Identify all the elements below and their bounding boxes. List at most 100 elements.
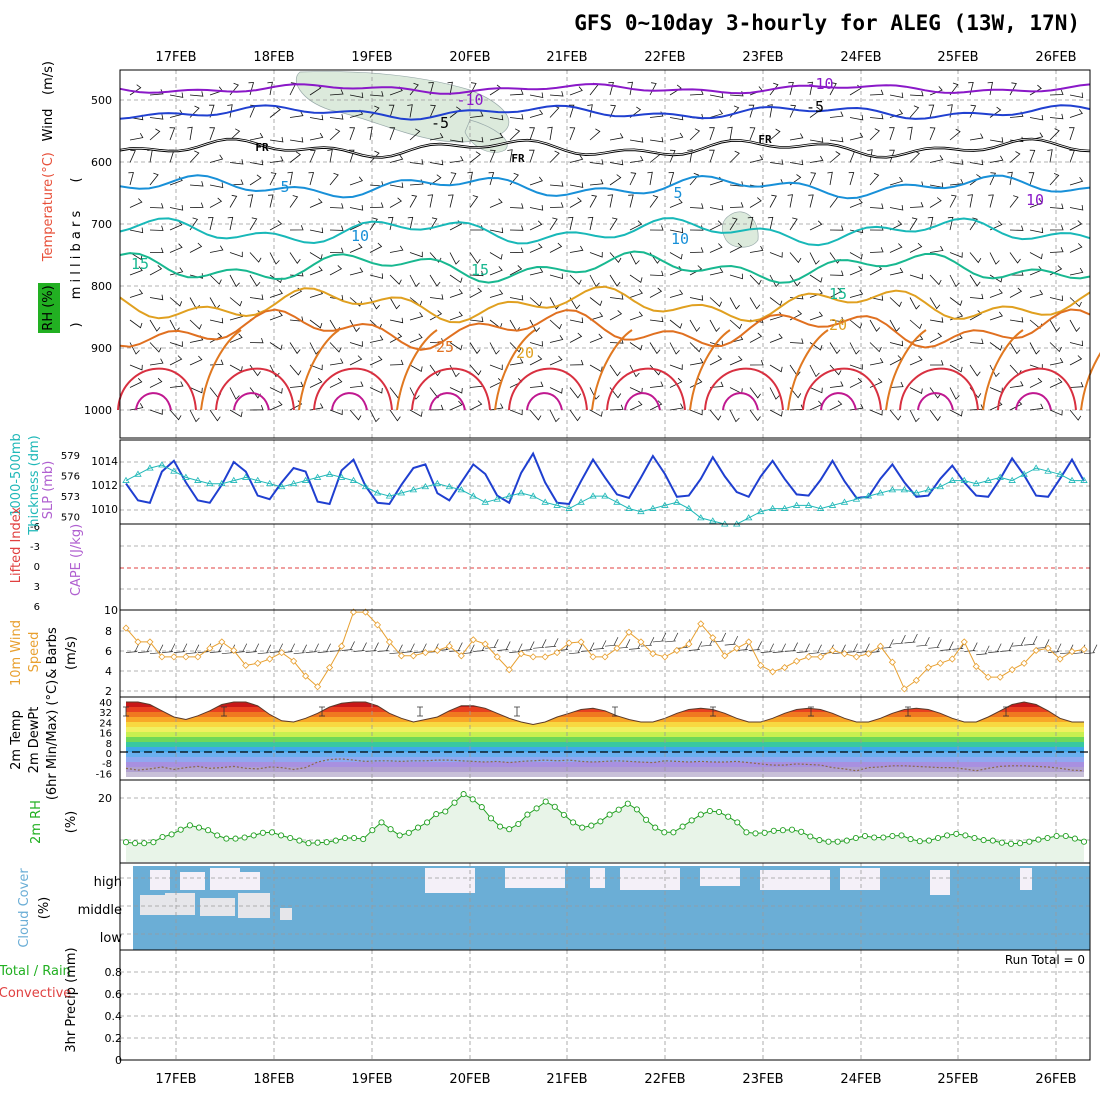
wind-barb <box>589 194 598 208</box>
wind-barb <box>969 338 984 344</box>
panel-frame <box>119 949 1091 1061</box>
thickness-marker <box>649 504 657 511</box>
wind-barb <box>289 111 304 118</box>
wind-barb <box>229 364 243 372</box>
temp-contour <box>119 308 1091 351</box>
thickness-marker <box>864 492 873 499</box>
wind-barb <box>429 217 438 231</box>
wind-barb <box>789 338 804 344</box>
wind-barb <box>1069 409 1082 421</box>
wind-barb <box>129 227 144 234</box>
wind-barb <box>809 155 824 163</box>
wind-barb <box>489 114 504 121</box>
wind-barb <box>947 104 953 118</box>
wind-barb <box>529 341 543 347</box>
wind-barb <box>189 409 200 423</box>
rh-marker <box>697 811 704 818</box>
wind-barb <box>1009 287 1023 298</box>
cloud-high-gap <box>840 868 880 890</box>
wind-barb <box>489 132 504 141</box>
wind-barb-10m <box>772 643 786 653</box>
wind-barb <box>329 225 344 231</box>
cloud-level-tick: middle <box>78 903 122 918</box>
wind-barb-10m <box>664 632 679 643</box>
temp-minmax-whisker <box>710 706 716 717</box>
temp-contour-loop <box>526 392 563 411</box>
wind-barb <box>789 274 801 287</box>
wind-barb <box>649 195 659 208</box>
wind-barb <box>349 355 363 366</box>
temp-contour-loop <box>331 392 368 411</box>
wind-barb <box>669 84 682 96</box>
wind-barb <box>269 156 284 163</box>
wind-barb <box>469 195 479 208</box>
wind-barb <box>909 355 923 366</box>
rh-marker <box>761 829 768 836</box>
date-label-bottom: 21FEB <box>546 1072 587 1087</box>
panel-frame <box>119 523 1091 611</box>
wind-barb <box>129 364 143 371</box>
wind-barb <box>289 195 299 208</box>
wind-barb <box>609 133 624 141</box>
wind-speed-marker <box>709 634 717 642</box>
y-axis-label: 3hr Precip (mm) <box>64 947 79 1052</box>
wind-barb <box>329 172 339 186</box>
temp-band <box>126 732 1084 737</box>
wind-barb <box>169 355 183 366</box>
wind-barb <box>149 247 164 254</box>
thickness-marker <box>457 486 466 493</box>
wind-speed-marker <box>733 644 741 652</box>
wind-barb-10m <box>592 640 607 650</box>
thickness-marker <box>277 483 286 490</box>
wind-barb <box>269 220 283 231</box>
wind-barb-10m <box>688 641 703 651</box>
wind-barb <box>729 273 743 280</box>
wind-barb <box>829 400 843 411</box>
wind-barb <box>509 89 524 96</box>
wind-barb <box>429 294 444 300</box>
wind-barb <box>989 311 1003 321</box>
wind-speed-tick: 4 <box>105 665 112 678</box>
rh-marker <box>314 839 321 846</box>
wind-barb <box>949 252 963 258</box>
wind10m-panel: 8 6 4 2 <box>105 608 1098 698</box>
wind-barb <box>389 182 404 188</box>
wind-barb <box>807 81 814 96</box>
wind-barb <box>269 400 283 411</box>
wind-barb-10m <box>185 644 200 655</box>
rh-marker <box>670 829 677 836</box>
wind-barb <box>309 364 323 371</box>
wind-barb <box>769 274 780 288</box>
rh-marker <box>195 824 203 831</box>
wind-barb <box>949 159 964 165</box>
wind-barb <box>1049 203 1064 209</box>
temp-contour-arc <box>1080 352 1100 411</box>
thickness-marker <box>984 476 992 483</box>
wind-barb <box>129 149 136 163</box>
wind-barb <box>949 409 963 417</box>
rh-marker <box>205 827 212 834</box>
thickness-marker <box>325 470 334 477</box>
wind-barb <box>549 217 558 231</box>
wind-barb <box>1069 381 1084 388</box>
thickness-tick: 570 <box>61 513 80 524</box>
rh-marker <box>861 832 869 840</box>
wind-barb <box>689 128 701 141</box>
rh-marker <box>433 811 440 818</box>
wind-barb <box>989 288 1003 298</box>
wind-barb <box>869 172 880 186</box>
wind-speed-marker <box>1008 666 1016 674</box>
thickness-marker <box>421 483 430 490</box>
rh-marker <box>451 799 458 806</box>
wind-barb <box>309 198 323 208</box>
wind-speed-marker <box>541 653 549 661</box>
wind-barb <box>587 104 593 118</box>
wind-barb <box>369 202 384 208</box>
wind-barb <box>829 381 844 388</box>
cape-tick: 10 <box>104 604 118 617</box>
wind-barb <box>629 364 640 378</box>
wind-barb <box>849 132 864 141</box>
thickness-marker <box>565 504 573 511</box>
y-axis-label: 10m Wind <box>9 620 24 686</box>
thickness-marker <box>852 495 861 502</box>
